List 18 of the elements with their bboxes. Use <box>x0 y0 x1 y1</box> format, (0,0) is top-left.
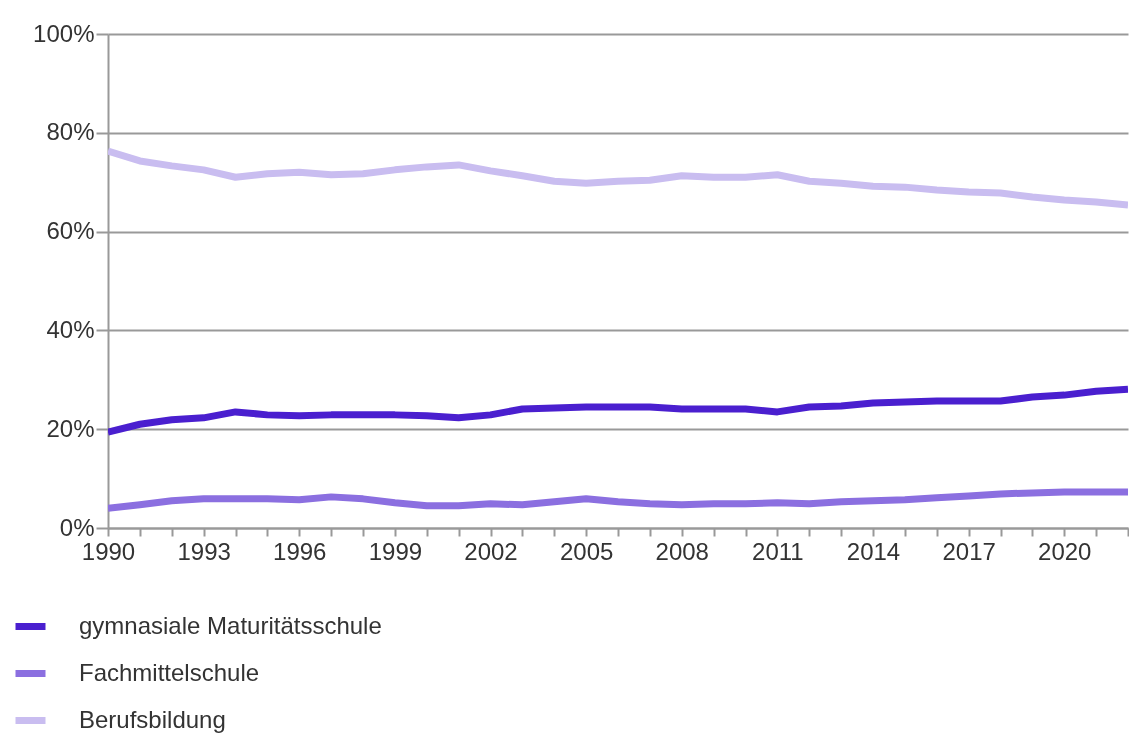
y-tick-label: 60% <box>46 217 95 245</box>
y-tick-label: 20% <box>46 414 95 442</box>
legend-label: Berufsbildung <box>79 705 226 733</box>
x-tick-label: 1999 <box>368 537 423 565</box>
x-tick-label: 2005 <box>559 537 614 565</box>
x-tick-label: 2011 <box>752 537 804 565</box>
x-tick-label: 2002 <box>464 537 518 565</box>
x-tick-label: 1993 <box>177 537 231 565</box>
legend-label: gymnasiale Maturitätsschule <box>79 611 382 639</box>
y-tick-label: 40% <box>46 315 95 343</box>
x-tick-label: 2020 <box>1038 537 1092 565</box>
x-tick-label: 2014 <box>846 537 901 565</box>
x-tick-label: 2008 <box>655 537 709 565</box>
x-tick-label: 2017 <box>942 537 996 565</box>
y-tick-label: 100% <box>33 19 95 47</box>
y-tick-label: 80% <box>46 118 95 146</box>
x-tick-label: 1996 <box>273 537 327 565</box>
legend-label: Fachmittelschule <box>79 658 260 686</box>
